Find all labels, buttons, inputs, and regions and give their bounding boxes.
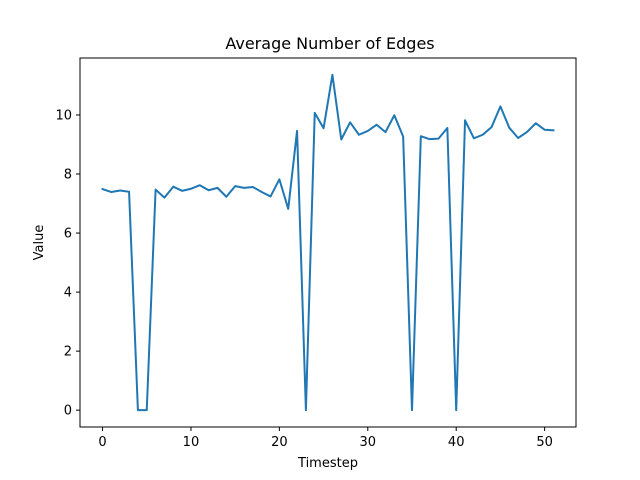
data-point <box>473 137 475 139</box>
axes-frame <box>79 57 577 428</box>
y-tick-label: 2 <box>64 345 72 360</box>
data-point <box>517 137 519 139</box>
data-point <box>411 409 413 411</box>
x-axis-label: Timestep <box>297 456 358 471</box>
data-point <box>252 186 254 188</box>
data-point <box>102 188 104 190</box>
data-point <box>508 127 510 129</box>
y-tick-label: 8 <box>64 168 72 183</box>
x-axis-ticks: 0 10 20 30 40 50 <box>98 427 553 450</box>
data-point <box>119 190 121 192</box>
x-tick-label: 50 <box>536 435 553 450</box>
data-point <box>172 186 174 188</box>
x-tick-label: 20 <box>271 435 288 450</box>
data-point <box>314 112 316 114</box>
data-point <box>526 131 528 133</box>
data-point <box>208 189 210 191</box>
data-point <box>155 189 157 191</box>
data-point <box>146 409 148 411</box>
data-point <box>464 119 466 121</box>
y-tick-label: 0 <box>64 404 72 419</box>
data-point <box>482 134 484 136</box>
data-point <box>367 130 369 132</box>
y-tick-label: 4 <box>64 286 72 301</box>
data-point <box>446 127 448 129</box>
data-point <box>331 74 333 76</box>
data-point <box>261 191 263 193</box>
series-line-0 <box>101 73 555 412</box>
x-tick-label: 30 <box>360 435 377 450</box>
data-point <box>358 134 360 136</box>
data-point <box>270 195 272 197</box>
x-tick-label: 40 <box>448 435 465 450</box>
data-point <box>535 122 537 124</box>
data-point <box>128 191 130 193</box>
data-point <box>323 127 325 129</box>
data-point <box>491 126 493 128</box>
y-tick-label: 6 <box>64 227 72 242</box>
y-axis-ticks: 0 2 4 6 8 10 <box>55 108 80 419</box>
data-point <box>243 187 245 189</box>
data-point <box>349 121 351 123</box>
data-point <box>402 136 404 138</box>
x-tick-label: 10 <box>183 435 200 450</box>
data-point <box>190 188 192 190</box>
data-point <box>163 197 165 199</box>
data-point <box>393 114 395 116</box>
data-point <box>429 138 431 140</box>
data-point <box>455 409 457 411</box>
x-tick-label: 0 <box>98 435 106 450</box>
chart-title: Average Number of Edges <box>225 34 434 53</box>
data-point <box>234 185 236 187</box>
data-point <box>199 184 201 186</box>
data-point <box>384 131 386 133</box>
data-point <box>216 187 218 189</box>
data-point <box>544 129 546 131</box>
data-point <box>305 409 307 411</box>
data-point <box>278 178 280 180</box>
data-point <box>552 129 554 131</box>
data-point <box>110 191 112 193</box>
data-point <box>181 190 183 192</box>
data-point <box>499 105 501 107</box>
data-point <box>340 138 342 140</box>
data-point <box>137 409 139 411</box>
y-axis-label: Value <box>32 225 47 261</box>
plot-area <box>101 73 555 412</box>
data-point <box>420 135 422 137</box>
data-point <box>225 196 227 198</box>
data-point <box>296 130 298 132</box>
data-point <box>438 138 440 140</box>
data-point <box>287 208 289 210</box>
data-point <box>376 124 378 126</box>
y-tick-label: 10 <box>55 108 72 123</box>
